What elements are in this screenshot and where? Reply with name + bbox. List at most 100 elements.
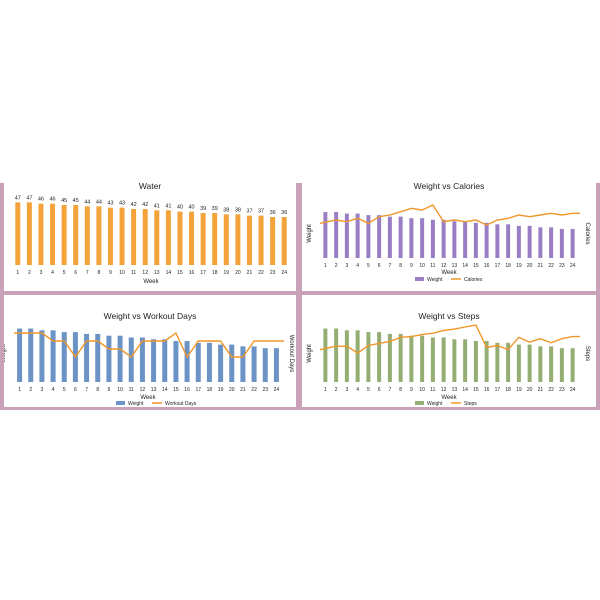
x-tick-label: 22 (548, 263, 554, 269)
y-axis-label: Weight (307, 344, 313, 363)
bar (527, 344, 532, 382)
x-tick-label: 24 (274, 387, 280, 393)
x-tick-label: 4 (51, 270, 54, 276)
x-tick-label: 2 (28, 270, 31, 276)
x-tick-label: 18 (207, 387, 213, 393)
legend-label-weight: Weight (427, 401, 443, 407)
x-tick-label: 14 (162, 387, 168, 393)
x-tick-label: 15 (173, 387, 179, 393)
x-tick-label: 6 (378, 387, 381, 393)
bar (106, 335, 112, 382)
x-tick-label: 11 (129, 387, 134, 393)
bar (200, 213, 206, 265)
bar (430, 337, 435, 382)
legend-label-calories: Calories (464, 277, 483, 283)
bar (28, 328, 34, 382)
x-tick-label: 21 (538, 263, 544, 269)
bar (165, 210, 171, 265)
bar (95, 333, 101, 382)
data-label: 41 (165, 203, 171, 209)
legend-swatch-weight (116, 401, 125, 405)
bar (430, 219, 435, 258)
chart-title: Weight vs Steps (418, 311, 479, 321)
bar (463, 221, 468, 258)
x-tick-label: 22 (251, 387, 257, 393)
bar (151, 339, 157, 382)
bar (258, 215, 264, 265)
bar (570, 228, 575, 258)
weight-vs-workout-days-panel: Weight vs Workout Days 1 2 3 4 5 6 7 8 9 10 11 12 13 1… (4, 295, 296, 407)
x-tick-label: 16 (189, 270, 195, 276)
bar (195, 342, 201, 382)
x-tick-label: 7 (85, 387, 88, 393)
data-label: 45 (73, 198, 79, 204)
x-tick-label: 15 (473, 387, 479, 393)
x-tick-label: 15 (473, 263, 479, 269)
y-axis-label: Weight (307, 224, 313, 243)
x-tick-label: 21 (240, 387, 246, 393)
x-tick-label: 13 (154, 270, 160, 276)
y2-axis-label: Calories (584, 222, 590, 244)
x-tick-label: 11 (430, 263, 435, 269)
x-tick-label: 23 (270, 270, 276, 276)
bar (473, 341, 478, 382)
bar (84, 206, 90, 265)
x-tick-label: 11 (430, 387, 435, 393)
bar (223, 214, 229, 265)
bar (212, 213, 218, 265)
x-tick-label: 22 (258, 270, 264, 276)
bar (527, 225, 532, 258)
bar (452, 339, 457, 382)
data-label: 44 (84, 199, 90, 205)
chart-title: Weight vs Calories (414, 183, 485, 191)
x-tick-label: 2 (335, 387, 338, 393)
data-label: 44 (96, 199, 102, 205)
x-tick-label: 12 (441, 387, 447, 393)
x-tick-label: 13 (151, 387, 157, 393)
bar (420, 218, 425, 258)
x-axis-label: Week (140, 395, 156, 401)
x-tick-label: 7 (388, 263, 391, 269)
x-tick-label: 11 (131, 270, 136, 276)
x-tick-label: 1 (16, 270, 19, 276)
x-tick-label: 16 (484, 387, 490, 393)
bar (366, 215, 371, 258)
bar (84, 333, 90, 382)
bar (173, 341, 179, 382)
bar (506, 224, 511, 258)
x-tick-label: 20 (235, 270, 241, 276)
data-label: 38 (235, 207, 241, 213)
x-tick-label: 18 (505, 387, 511, 393)
bar (516, 225, 521, 258)
bar (142, 209, 148, 265)
weight-vs-steps-panel: Weight vs Steps 1 2 3 4 5 6 7 8 9 10 11 12 13 14 15 16 17… (302, 295, 596, 407)
x-tick-label: 7 (86, 270, 89, 276)
data-label: 43 (107, 201, 113, 207)
x-axis-label: Week (441, 395, 457, 401)
bar (139, 337, 145, 382)
bar (398, 216, 403, 258)
data-label: 39 (212, 206, 218, 212)
x-tick-label: 2 (29, 387, 32, 393)
bar (131, 209, 137, 265)
bar (570, 348, 575, 382)
dashboard: Water 47 47 46 46 45 45 44 44 43 43 42 42 41 41 40 40 39 3… (0, 183, 600, 410)
x-tick-label: 2 (335, 263, 338, 269)
bar (355, 213, 360, 258)
bar (61, 205, 67, 265)
bar (39, 330, 45, 382)
x-tick-label: 24 (570, 387, 576, 393)
bar (61, 332, 67, 382)
x-tick-label: 9 (108, 387, 111, 393)
x-tick-label: 13 (452, 387, 458, 393)
x-tick-label: 10 (419, 263, 425, 269)
bar (206, 342, 212, 382)
x-tick-label: 12 (142, 270, 148, 276)
series-line-steps (319, 324, 580, 354)
bar (229, 344, 235, 382)
x-tick-label: 6 (74, 270, 77, 276)
bar (270, 217, 276, 265)
data-label: 40 (177, 205, 183, 211)
